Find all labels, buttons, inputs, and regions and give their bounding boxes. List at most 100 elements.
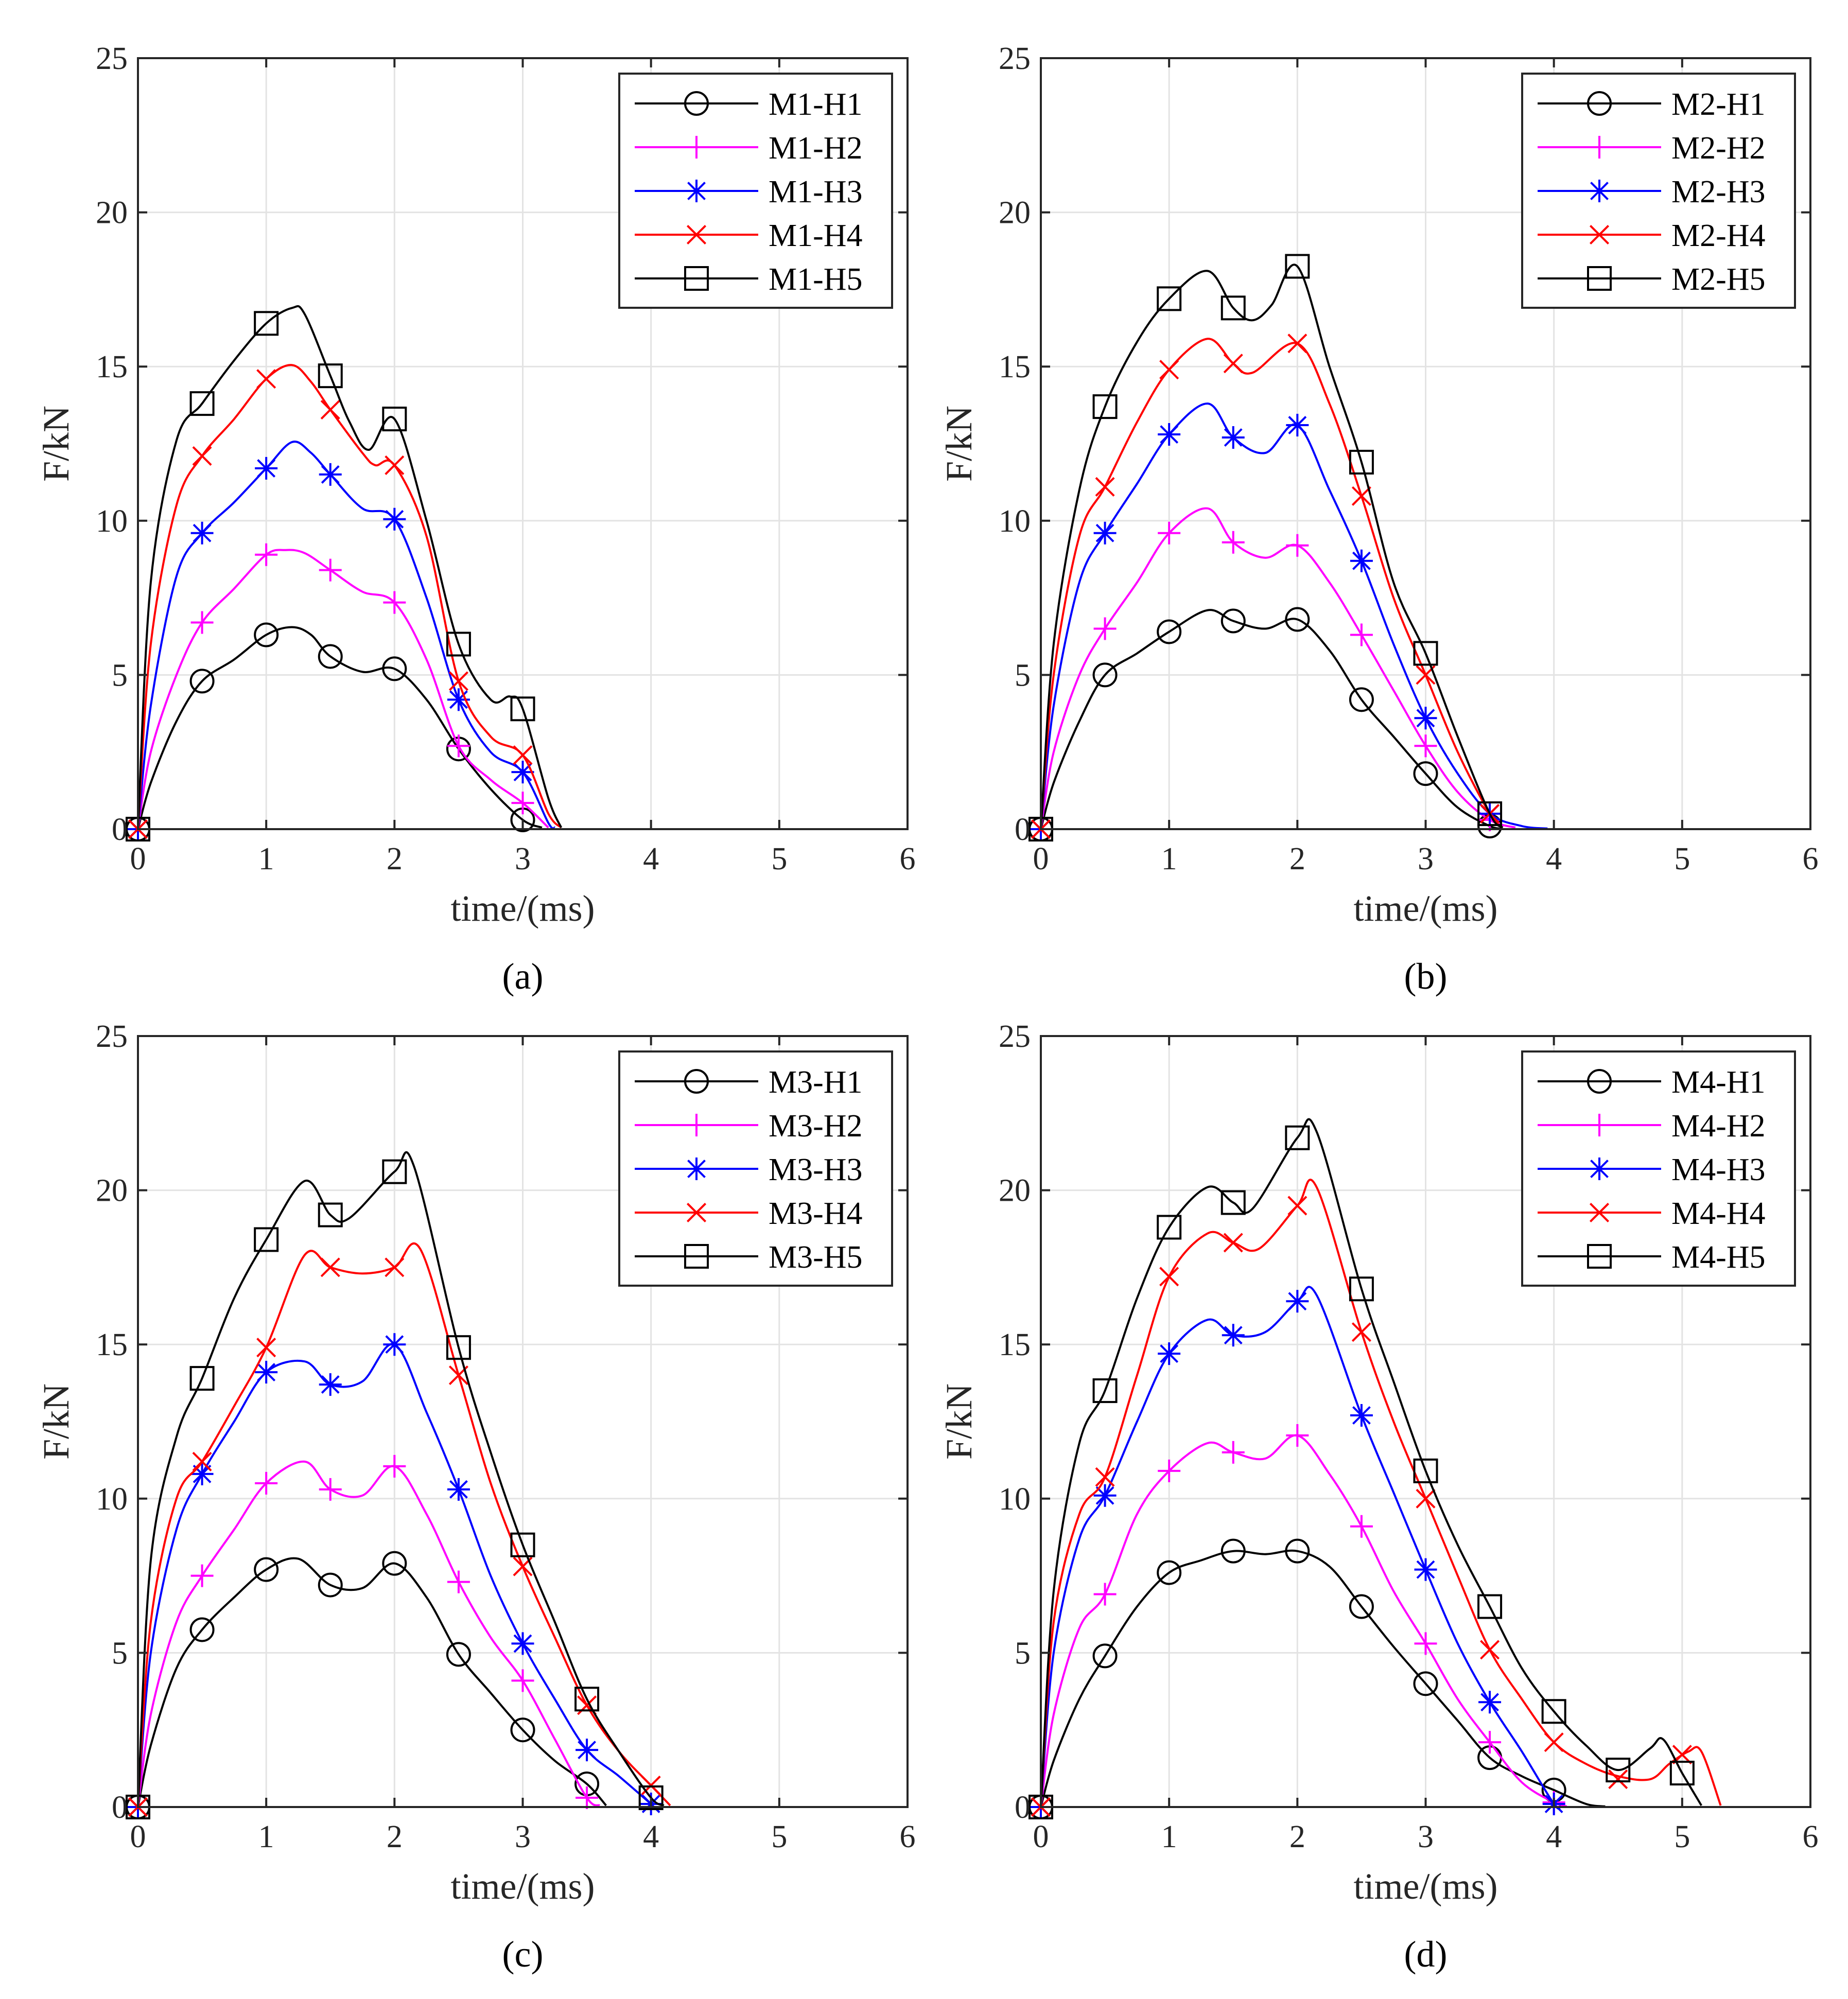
legend-marker — [1589, 224, 1610, 245]
data-point-marker — [1608, 1769, 1628, 1790]
y-tick-label: 25 — [999, 1019, 1031, 1054]
data-point-marker — [190, 521, 214, 545]
x-tick-label: 6 — [1803, 841, 1819, 876]
data-point-marker — [1093, 1484, 1117, 1507]
y-tick-label: 10 — [96, 504, 128, 539]
y-tick-label: 20 — [999, 196, 1031, 231]
legend-label: M3-H1 — [769, 1065, 863, 1100]
x-tick-label: 5 — [1674, 1819, 1690, 1854]
legend: M4-H1 M4-H2 M4-H3 M4-H4 M4-H5 — [1521, 1050, 1796, 1287]
x-tick-label: 2 — [387, 841, 403, 876]
y-tick-label: 25 — [96, 41, 128, 76]
data-point-marker — [382, 656, 407, 681]
data-point-marker — [1414, 1632, 1437, 1655]
data-point-marker — [1222, 1324, 1245, 1347]
legend-marker — [1588, 136, 1611, 159]
x-tick-label: 4 — [643, 1819, 659, 1854]
y-axis-label: F/kN — [938, 1383, 980, 1460]
data-point-marker — [1158, 1342, 1181, 1365]
data-point-marker — [1414, 707, 1437, 730]
legend-entry: M4-H4 — [1538, 1196, 1766, 1231]
data-point-marker — [1286, 1290, 1309, 1313]
y-tick-label: 0 — [1015, 812, 1031, 847]
legend-entry: M1-H5 — [635, 262, 863, 297]
data-point-marker — [1222, 531, 1245, 554]
y-tick-label: 15 — [999, 349, 1031, 384]
legend-label: M2-H2 — [1671, 131, 1766, 166]
data-point-marker — [383, 1333, 406, 1356]
legend-entry: M4-H3 — [1538, 1152, 1766, 1187]
data-point-marker — [1349, 449, 1374, 475]
data-point-marker — [255, 1471, 278, 1495]
data-point-marker — [1351, 486, 1371, 506]
data-point-marker — [638, 1785, 664, 1811]
data-point-marker — [189, 669, 215, 694]
data-point-marker — [446, 1642, 471, 1667]
y-tick-label: 25 — [999, 41, 1031, 76]
data-point-marker — [189, 1366, 215, 1391]
data-point-marker — [320, 400, 340, 420]
y-tick-label: 5 — [1015, 658, 1031, 693]
legend-entry: M1-H2 — [635, 131, 863, 166]
series-M4-H3 — [1030, 1286, 1565, 1818]
data-point-marker — [1157, 1560, 1182, 1585]
data-point-marker — [1092, 662, 1118, 688]
data-point-marker — [1413, 641, 1438, 666]
data-point-marker — [1092, 1643, 1118, 1669]
data-point-marker — [254, 311, 279, 336]
data-point-marker — [510, 1717, 535, 1743]
data-point-marker — [256, 1338, 276, 1358]
panel-caption: (a) — [502, 956, 544, 997]
legend-label: M2-H3 — [1671, 174, 1766, 209]
series-M2-H5 — [1028, 254, 1504, 841]
x-tick-label: 3 — [1418, 1819, 1434, 1854]
data-point-marker — [510, 696, 535, 722]
data-point-marker — [1285, 1538, 1310, 1564]
y-axis-label: F/kN — [36, 1383, 77, 1460]
series-line — [1040, 1118, 1702, 1808]
data-point-marker — [1414, 1558, 1437, 1581]
data-point-marker — [446, 632, 471, 657]
y-tick-label: 20 — [96, 1173, 128, 1208]
legend-label: M2-H5 — [1671, 262, 1766, 297]
x-tick-label: 4 — [1546, 841, 1562, 876]
data-point-marker — [383, 1454, 406, 1478]
data-point-marker — [1350, 1515, 1373, 1538]
legend-label: M1-H4 — [769, 218, 863, 253]
legend-marker — [686, 224, 707, 245]
data-point-marker — [1351, 1322, 1371, 1342]
data-point-marker — [382, 1159, 407, 1184]
data-point-marker — [447, 1478, 470, 1501]
data-point-marker — [382, 407, 407, 432]
data-point-marker — [1285, 607, 1310, 632]
data-point-marker — [448, 671, 468, 691]
legend: M1-H1 M1-H2 M1-H3 M1-H4 M1-H5 — [618, 73, 893, 309]
x-tick-label: 6 — [900, 1819, 916, 1854]
legend-marker — [684, 1069, 709, 1094]
legend-entry: M2-H3 — [1538, 174, 1766, 209]
data-point-marker — [254, 1557, 279, 1582]
data-point-marker — [1349, 1594, 1374, 1619]
y-tick-label: 0 — [112, 812, 128, 847]
data-point-marker — [1221, 295, 1246, 321]
legend-label: M4-H4 — [1671, 1196, 1766, 1231]
legend-entry: M3-H2 — [635, 1109, 863, 1144]
x-tick-label: 5 — [771, 841, 787, 876]
data-point-marker — [1159, 1267, 1179, 1287]
y-tick-label: 0 — [112, 1790, 128, 1825]
data-point-marker — [192, 1451, 212, 1471]
y-tick-label: 5 — [112, 1636, 128, 1671]
x-tick-label: 1 — [1161, 841, 1177, 876]
legend-label: M1-H1 — [769, 87, 863, 122]
data-point-marker — [1350, 623, 1373, 646]
x-tick-label: 3 — [1418, 841, 1434, 876]
y-tick-label: 20 — [96, 196, 128, 231]
x-tick-label: 0 — [1033, 841, 1049, 876]
data-point-marker — [255, 543, 278, 566]
x-tick-label: 6 — [900, 841, 916, 876]
data-point-marker — [1606, 1758, 1631, 1783]
data-point-marker — [447, 688, 470, 711]
y-tick-label: 5 — [1015, 1636, 1031, 1671]
legend-label: M4-H5 — [1671, 1240, 1766, 1275]
legend-marker — [1587, 1244, 1612, 1269]
